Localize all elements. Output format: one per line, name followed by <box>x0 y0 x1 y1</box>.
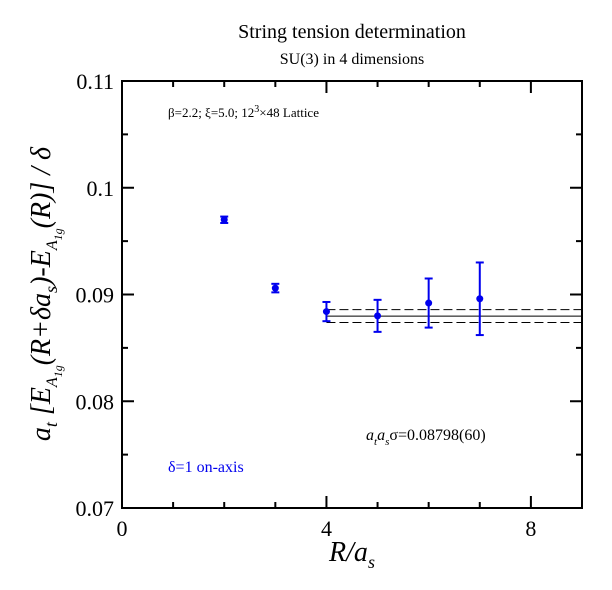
x-tick-label: 0 <box>117 516 128 541</box>
axis-tick-labels: 0 4 8 0.07 0.08 0.09 0.1 0.11 <box>76 69 537 541</box>
chart-title: String tension determination <box>238 21 466 43</box>
data-points <box>220 215 484 337</box>
data-point <box>322 300 331 323</box>
data-marker <box>220 216 228 224</box>
data-marker <box>271 284 279 292</box>
lattice-annotation: β=2.2; ξ=5.0; 123×48 Lattice <box>168 104 319 121</box>
data-point <box>271 282 280 294</box>
data-marker <box>322 308 330 316</box>
x-tick-label: 4 <box>321 516 332 541</box>
y-tick-label: 0.09 <box>76 283 115 308</box>
data-point <box>220 215 229 224</box>
fit-band <box>326 309 582 323</box>
x-axis-label: R/as <box>328 537 375 572</box>
y-tick-label: 0.11 <box>76 69 114 94</box>
y-tick-label: 0.08 <box>76 389 115 414</box>
chart-subtitle: SU(3) in 4 dimensions <box>280 51 424 68</box>
axis-ticks <box>121 80 583 509</box>
y-tick-label: 0.07 <box>76 496 115 521</box>
y-axis-label: at [EA1g(R+δas)-EA1g(R)] / δ <box>26 146 65 441</box>
data-point <box>475 261 484 337</box>
data-marker <box>374 312 382 320</box>
data-point <box>424 277 433 329</box>
string-tension-result: atasσ=0.08798(60) <box>366 427 486 448</box>
data-marker <box>425 299 433 307</box>
plot-frame <box>121 80 583 509</box>
data-point <box>373 298 382 333</box>
data-marker <box>476 295 484 303</box>
y-tick-label: 0.1 <box>87 176 115 201</box>
x-tick-label: 8 <box>525 516 536 541</box>
legend-entry-delta1: δ=1 on-axis <box>168 459 244 476</box>
